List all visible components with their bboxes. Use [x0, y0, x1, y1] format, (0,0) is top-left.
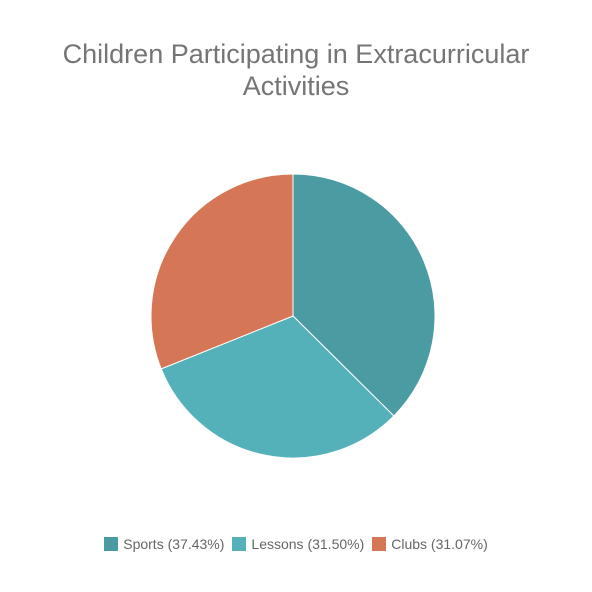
legend-label-sports: Sports (37.43%): [123, 536, 225, 552]
legend-label-lessons: Lessons (31.50%): [251, 536, 365, 552]
chart-title: Children Participating in Extracurricula…: [0, 38, 592, 102]
chart-title-line-2: Activities: [242, 71, 350, 101]
legend-swatch-sports: [104, 537, 119, 551]
pie-slice-clubs[interactable]: [150, 173, 294, 370]
legend-swatch-clubs: [372, 537, 387, 551]
legend-label-clubs: Clubs (31.07%): [391, 536, 488, 552]
legend-item-sports[interactable]: Sports (37.43%): [104, 536, 224, 552]
legend-item-clubs[interactable]: Clubs (31.07%): [372, 536, 488, 552]
pie-slice-sports[interactable]: [292, 173, 436, 417]
legend-item-lessons[interactable]: Lessons (31.50%): [232, 536, 364, 552]
chart-legend: Sports (37.43%) Lessons (31.50%) Clubs (…: [0, 536, 592, 552]
legend-swatch-lessons: [232, 537, 247, 551]
chart-title-line-1: Children Participating in Extracurricula…: [62, 39, 530, 69]
pie-slice-lessons[interactable]: [160, 315, 395, 459]
